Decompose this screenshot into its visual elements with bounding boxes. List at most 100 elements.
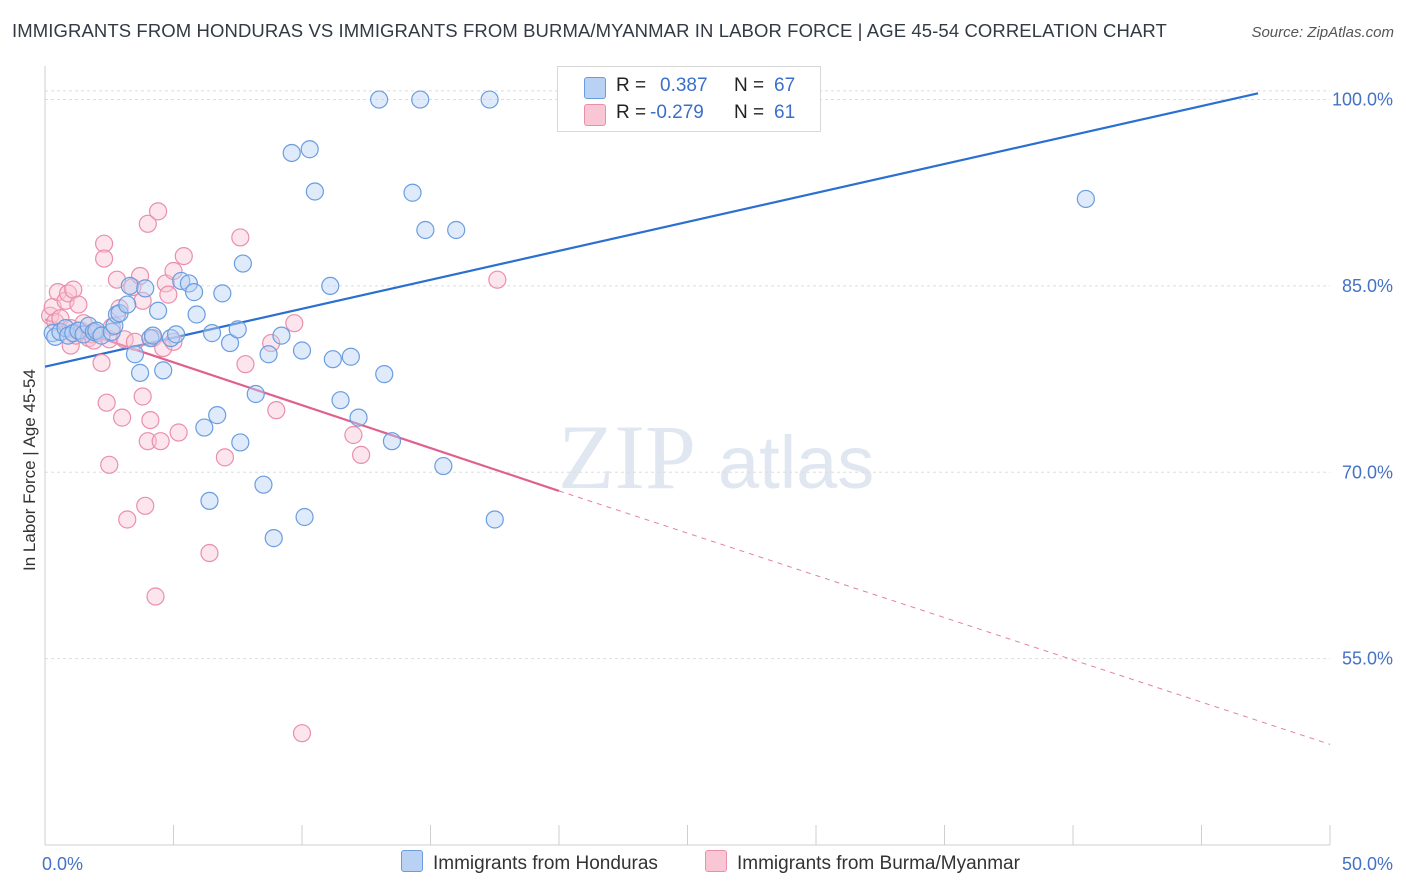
honduras-point — [282, 143, 301, 163]
honduras-point — [195, 418, 214, 437]
honduras-point — [411, 90, 430, 109]
burma-r-label: R = — [616, 102, 647, 123]
burma-point — [148, 202, 168, 221]
burma-point — [138, 432, 157, 451]
honduras-point — [321, 276, 340, 296]
honduras-point — [233, 254, 252, 273]
burma-point — [352, 445, 371, 464]
honduras-point — [1076, 189, 1095, 209]
burma-point — [262, 333, 281, 353]
burma-point — [344, 425, 363, 445]
watermark-zip: ZIP — [558, 406, 696, 508]
honduras-point — [202, 324, 222, 343]
burma-point — [69, 295, 88, 314]
burma-swatch — [584, 104, 606, 126]
honduras-n-value: 67 — [774, 75, 796, 96]
burma-point — [125, 332, 145, 351]
legend-burma-swatch — [705, 850, 727, 872]
burma-point — [200, 543, 219, 563]
honduras-point — [323, 350, 342, 369]
legend-item-honduras: Immigrants from Honduras — [401, 850, 658, 880]
honduras-point — [208, 406, 227, 425]
burma-point — [95, 249, 114, 268]
honduras-point — [272, 326, 291, 345]
burma-point — [151, 432, 170, 451]
burma-point — [100, 455, 119, 474]
honduras-point — [220, 333, 240, 353]
burma-point — [118, 510, 137, 529]
y-tick-label: 70.0% — [1342, 462, 1393, 482]
source-label: Source: ZipAtlas.com — [1251, 24, 1394, 41]
burma-point — [174, 246, 193, 266]
burma-point — [164, 261, 183, 281]
honduras-point — [264, 529, 283, 548]
honduras-point — [143, 326, 163, 345]
burma-point — [267, 401, 286, 420]
honduras-point — [118, 295, 137, 314]
axes — [44, 66, 1331, 846]
honduras-point — [416, 220, 435, 240]
honduras-point — [141, 328, 160, 348]
burma-point — [169, 423, 188, 442]
honduras-r-label: R = — [616, 75, 647, 96]
burma-point — [112, 408, 132, 427]
trend-lines — [44, 92, 1331, 745]
honduras-point — [292, 341, 312, 360]
honduras-point — [200, 491, 219, 510]
honduras-point — [148, 301, 168, 320]
honduras-point — [120, 276, 139, 296]
legend-honduras-label: Immigrants from Honduras — [433, 853, 658, 874]
honduras-n-label: N = — [734, 75, 765, 96]
burma-n-label: N = — [734, 102, 765, 123]
honduras-r-value: 0.387 — [660, 75, 708, 96]
watermark: ZIP atlas — [558, 406, 874, 508]
honduras-point — [166, 325, 186, 344]
y-tick-label: 85.0% — [1342, 276, 1393, 296]
burma-point — [146, 587, 165, 606]
honduras-point — [231, 433, 250, 452]
y-tick-labels: 55.0% 70.0% 85.0% 100.0% — [1332, 90, 1393, 669]
honduras-point — [130, 363, 150, 382]
burma-point — [215, 448, 234, 467]
honduras-point — [125, 345, 145, 364]
legend-burma-label: Immigrants from Burma/Myanmar — [737, 853, 1020, 874]
x-tick-label-min: 0.0% — [42, 854, 83, 874]
burma-point — [231, 228, 250, 247]
legend-item-burma: Immigrants from Burma/Myanmar — [705, 850, 1020, 880]
honduras-point — [87, 321, 106, 340]
burma-trend-extension — [558, 490, 1331, 745]
honduras-trend-line — [44, 92, 1259, 368]
honduras-point — [375, 365, 394, 384]
honduras-point — [403, 183, 422, 202]
honduras-point — [447, 220, 466, 240]
y-tick-label: 55.0% — [1342, 649, 1393, 669]
honduras-point — [213, 284, 232, 303]
x-tick-labels: 0.0% 50.0% — [42, 854, 1393, 874]
honduras-point — [179, 274, 199, 293]
honduras-point — [434, 456, 453, 476]
honduras-point — [228, 320, 247, 339]
grid-lines — [45, 90, 1330, 660]
x-tick-label-max: 50.0% — [1342, 854, 1393, 874]
honduras-point — [184, 283, 204, 302]
honduras-swatch — [584, 77, 606, 99]
honduras-point — [480, 90, 499, 109]
burma-point — [292, 724, 312, 743]
honduras-point — [331, 391, 350, 410]
burma-point — [141, 410, 160, 430]
burma-point — [138, 214, 157, 233]
honduras-point — [300, 140, 319, 159]
honduras-point — [295, 507, 314, 527]
burma-point — [154, 338, 173, 358]
honduras-point — [187, 305, 206, 324]
burma-point — [488, 270, 507, 289]
burma-point — [133, 387, 152, 406]
burma-trend-line — [44, 318, 560, 492]
legend-honduras-swatch — [401, 850, 423, 872]
honduras-point — [341, 347, 360, 366]
honduras-point — [254, 475, 273, 494]
burma-r-value: -0.279 — [650, 102, 704, 123]
honduras-point — [485, 510, 504, 529]
burma-point — [97, 393, 116, 412]
